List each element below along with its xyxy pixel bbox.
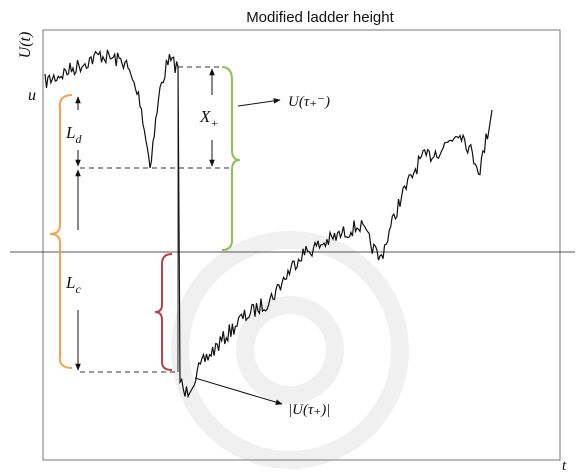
- xplus-sub: +: [210, 116, 218, 130]
- x-axis-label: t: [562, 458, 567, 474]
- red-brace: [154, 253, 173, 371]
- dashed-levels: [80, 66, 232, 373]
- y-axis-label: U(t): [17, 32, 34, 59]
- ld-main: L: [65, 123, 75, 142]
- lc-label: Lc: [65, 273, 81, 296]
- frame: [42, 29, 561, 461]
- arrows: [75, 68, 283, 405]
- green-brace: [221, 66, 241, 251]
- xplus-label: X+: [199, 107, 219, 130]
- pre-jump-label: U(τ₊⁻): [288, 94, 330, 110]
- orange-brace: [49, 94, 73, 369]
- sample-path: [44, 49, 493, 399]
- level-label: u: [28, 87, 36, 104]
- xplus-main: X: [199, 107, 211, 126]
- post-jump-label: |U(τ₊)|: [288, 402, 330, 418]
- lc-sub: c: [75, 282, 81, 296]
- title: Modified ladder height: [246, 9, 394, 26]
- ld-label: Ld: [65, 123, 82, 146]
- lc-main: L: [65, 273, 75, 292]
- ld-sub: d: [75, 132, 82, 146]
